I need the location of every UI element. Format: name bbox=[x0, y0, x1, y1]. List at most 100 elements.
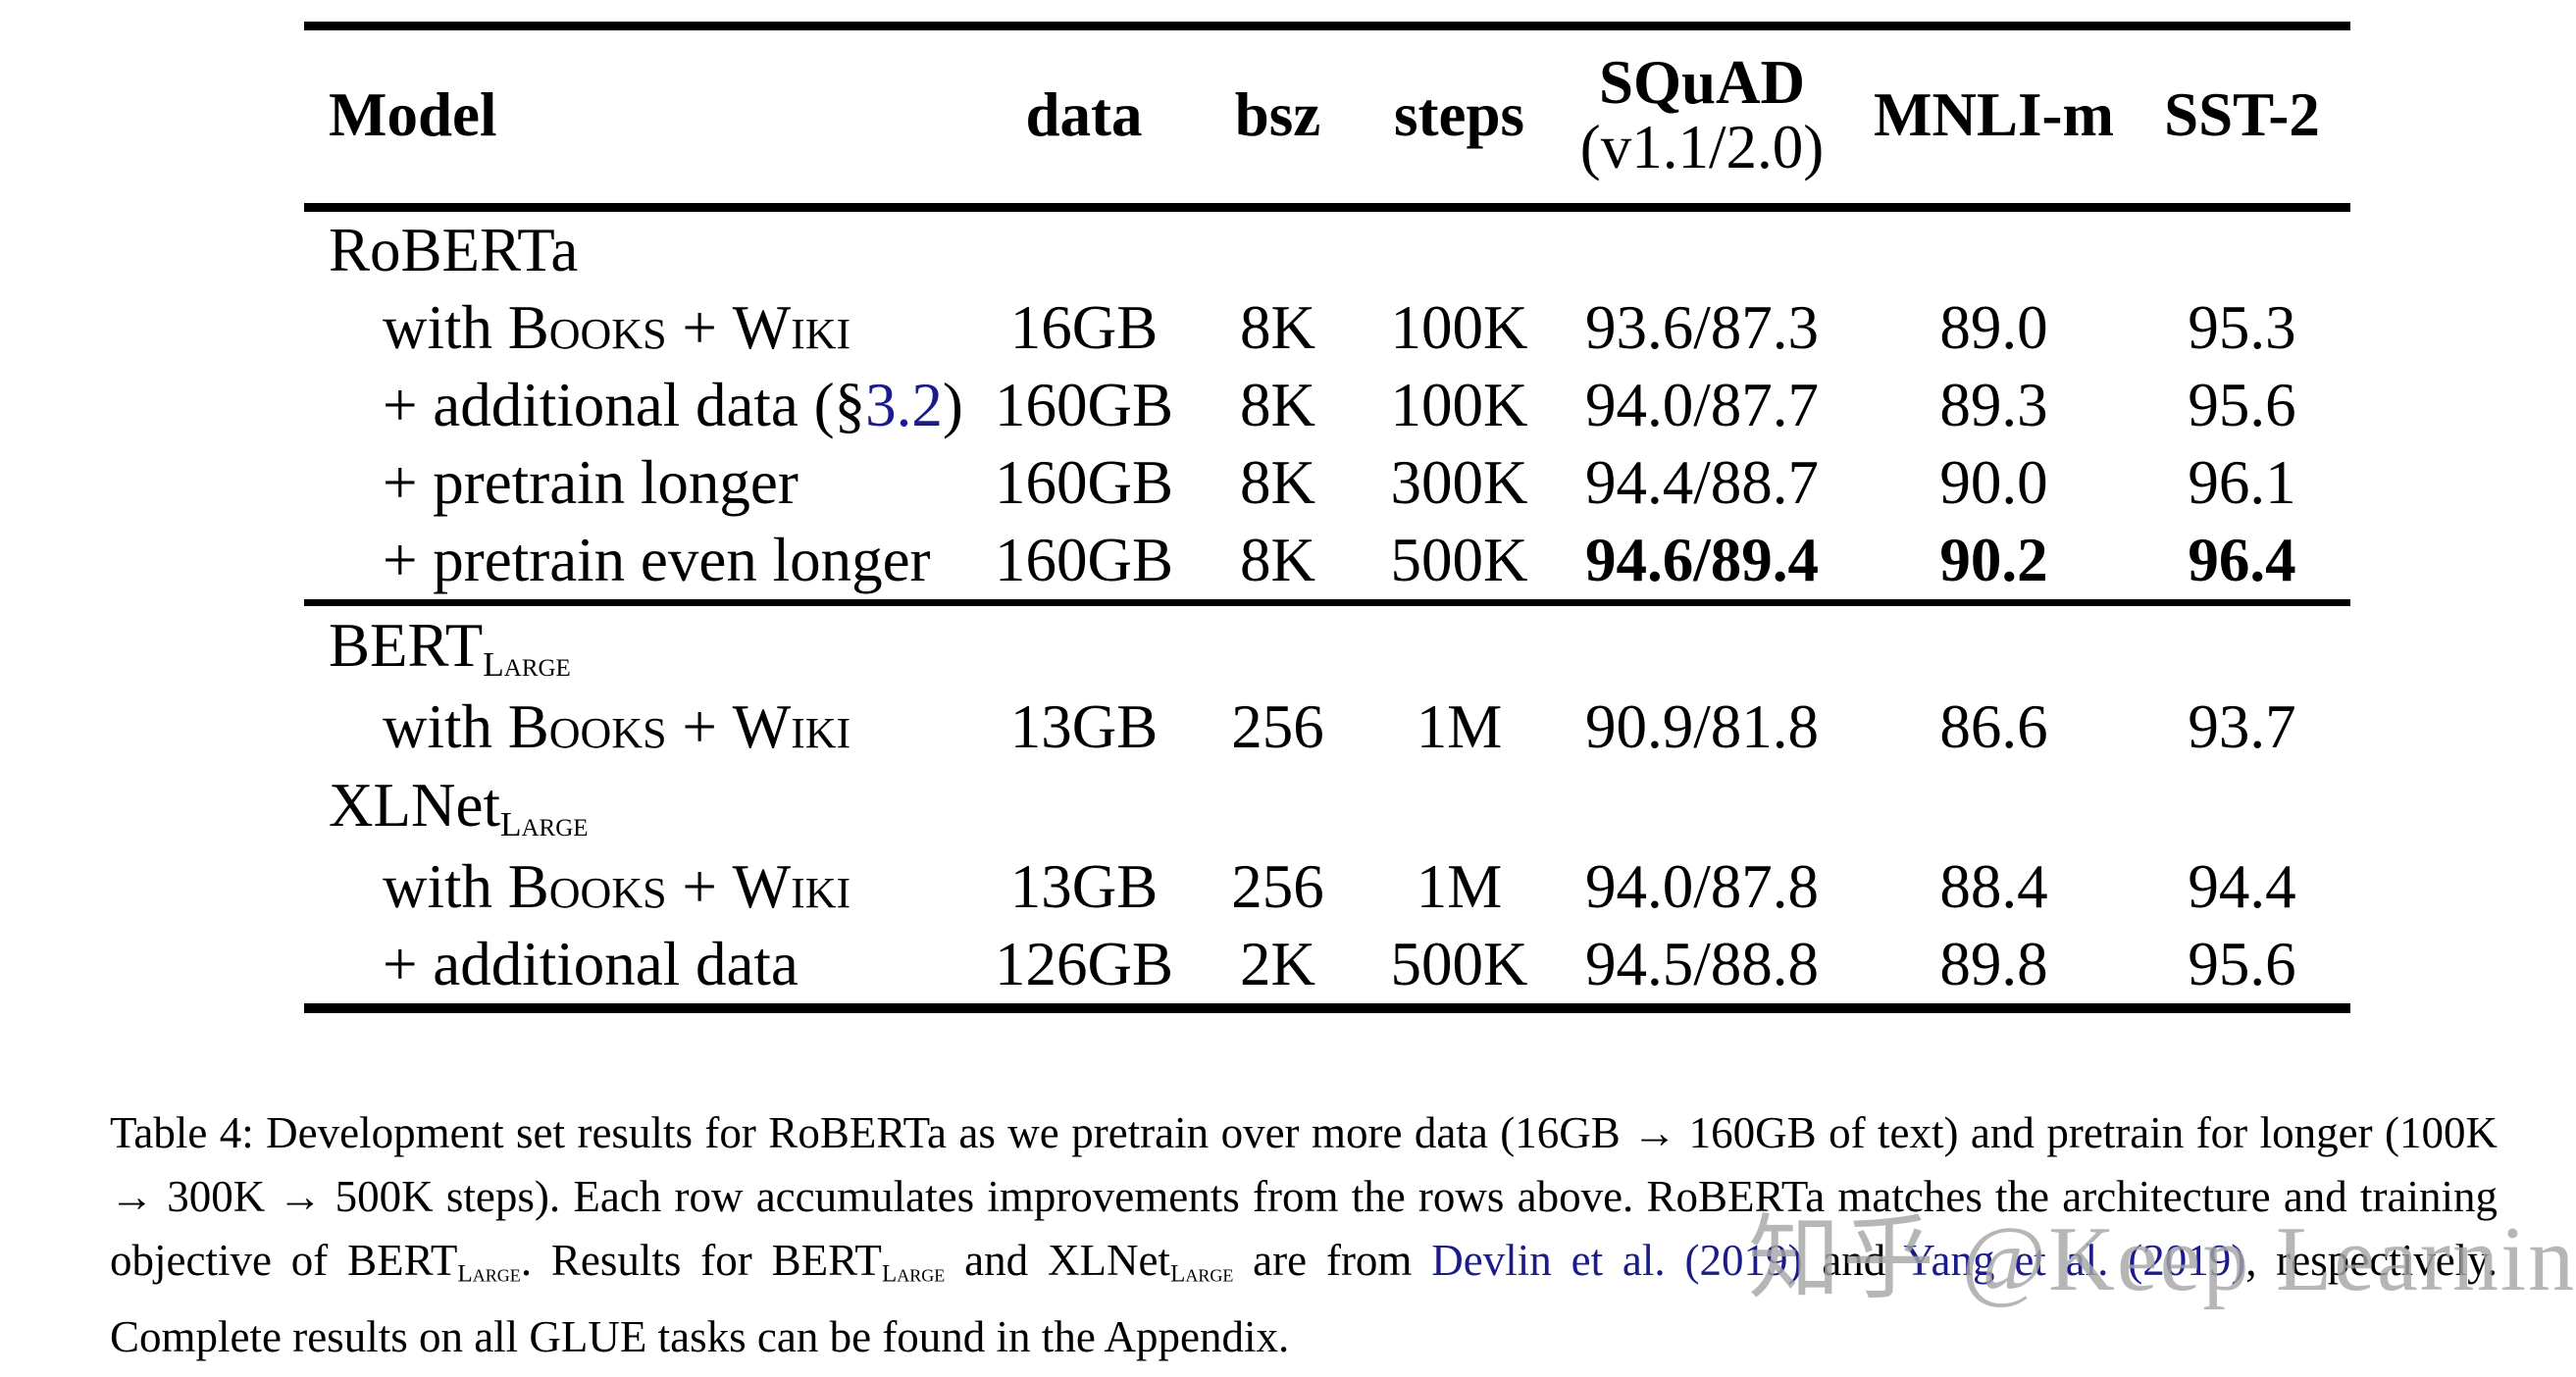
caption-text: and bbox=[1802, 1236, 1904, 1285]
cell-model: with Books + Wiki bbox=[304, 289, 981, 367]
cell-mnli: 89.0 bbox=[1939, 293, 2048, 363]
column-header-steps-label: steps bbox=[1393, 79, 1524, 149]
caption-bert-subscript: Large bbox=[881, 1260, 946, 1288]
cell-data: 126GB bbox=[994, 930, 1174, 999]
group-label-bert-subscript: Large bbox=[483, 644, 571, 684]
column-header-bsz: bsz bbox=[1187, 26, 1368, 208]
cell-squad: 93.6/87.3 bbox=[1584, 293, 1819, 363]
group-label-xlnet-text: XLNet bbox=[329, 770, 500, 840]
cell-steps: 100K bbox=[1390, 293, 1528, 363]
group-label-roberta-text: RoBERTa bbox=[329, 216, 579, 285]
cell-bsz: 8K bbox=[1240, 371, 1315, 440]
column-header-mnli-label: MNLI-m bbox=[1874, 79, 2114, 149]
cell-mnli: 89.8 bbox=[1939, 930, 2048, 999]
table-body: RoBERTa with Books + Wiki 16GB 8K 100K 9… bbox=[304, 208, 2350, 1009]
column-header-steps: steps bbox=[1368, 26, 1550, 208]
group-label-bert-large: BERTLarge bbox=[304, 599, 2350, 688]
row-label-wiki: Wiki bbox=[732, 293, 851, 363]
cell-sst: 94.4 bbox=[2188, 852, 2296, 922]
cell-squad: 94.6/89.4 bbox=[1584, 526, 1819, 595]
cell-data: 160GB bbox=[994, 371, 1174, 440]
link-yang-2019[interactable]: Yang et al. (2019) bbox=[1903, 1236, 2246, 1285]
column-header-bsz-label: bsz bbox=[1234, 79, 1321, 149]
group-label-xlnet-large: XLNetLarge bbox=[304, 766, 2350, 848]
caption-text: are from bbox=[1233, 1236, 1432, 1285]
row-label-text: + additional data bbox=[383, 930, 799, 999]
row-label-plus: + bbox=[666, 692, 733, 762]
caption-bert-subscript: Large bbox=[457, 1260, 521, 1288]
table-row: + pretrain even longer 160GB 8K 500K 94.… bbox=[304, 522, 2350, 603]
cell-model: with Books + Wiki bbox=[304, 848, 981, 926]
cell-bsz: 2K bbox=[1240, 930, 1315, 999]
caption-text: and XLNet bbox=[945, 1236, 1170, 1285]
column-header-model-label: Model bbox=[329, 79, 497, 149]
cell-model: with Books + Wiki bbox=[304, 688, 981, 766]
cell-steps: 1M bbox=[1416, 852, 1503, 922]
column-header-data: data bbox=[981, 26, 1187, 208]
cell-data: 13GB bbox=[1009, 852, 1159, 922]
row-label-plus: + bbox=[666, 852, 733, 922]
cell-bsz: 8K bbox=[1240, 448, 1315, 518]
link-section-3-2[interactable]: 3.2 bbox=[865, 371, 943, 440]
table-row: + pretrain longer 160GB 8K 300K 94.4/88.… bbox=[304, 444, 2350, 522]
row-label-text: + pretrain longer bbox=[383, 448, 799, 518]
table-header: Model data bsz steps SQuAD (v1.1/2.0) MNL… bbox=[304, 26, 2350, 208]
cell-sst: 96.4 bbox=[2188, 526, 2296, 595]
column-header-model: Model bbox=[304, 26, 981, 208]
results-table: Model data bsz steps SQuAD (v1.1/2.0) MNL… bbox=[304, 22, 2350, 1013]
column-header-sst: SST-2 bbox=[2134, 26, 2350, 208]
cell-sst: 95.6 bbox=[2188, 371, 2296, 440]
cell-squad: 90.9/81.8 bbox=[1584, 692, 1819, 762]
link-devlin-2019[interactable]: Devlin et al. (2019) bbox=[1431, 1236, 1803, 1285]
column-header-squad-version: (v1.1/2.0) bbox=[1579, 113, 1825, 181]
column-header-data-label: data bbox=[1025, 79, 1143, 149]
caption-text: , respectively. Complete results on all … bbox=[110, 1236, 2499, 1362]
caption-text: . Results for BERT bbox=[520, 1236, 882, 1285]
cell-bsz: 256 bbox=[1231, 692, 1324, 762]
cell-sst: 95.3 bbox=[2188, 293, 2296, 363]
cell-bsz: 8K bbox=[1240, 293, 1315, 363]
cell-bsz: 8K bbox=[1240, 526, 1315, 595]
group-row-roberta: RoBERTa bbox=[304, 208, 2350, 290]
cell-model: + pretrain longer bbox=[304, 444, 981, 522]
cell-squad: 94.4/88.7 bbox=[1584, 448, 1819, 518]
cell-steps: 300K bbox=[1390, 448, 1528, 518]
row-label-text: + pretrain even longer bbox=[383, 526, 931, 595]
cell-squad: 94.0/87.8 bbox=[1584, 852, 1819, 922]
row-label-text: with bbox=[383, 852, 508, 922]
cell-sst: 96.1 bbox=[2188, 448, 2296, 518]
cell-model: + pretrain even longer bbox=[304, 522, 981, 603]
caption-text: Table 4: Development set results for RoB… bbox=[110, 1108, 2498, 1285]
group-label-roberta: RoBERTa bbox=[304, 208, 2350, 290]
group-row-bert-large: BERTLarge bbox=[304, 599, 2350, 688]
table-row: with Books + Wiki 13GB 256 1M 90.9/81.8 … bbox=[304, 688, 2350, 766]
table-row: with Books + Wiki 13GB 256 1M 94.0/87.8 … bbox=[304, 848, 2350, 926]
group-row-xlnet-large: XLNetLarge bbox=[304, 766, 2350, 848]
cell-steps: 500K bbox=[1390, 526, 1528, 595]
column-header-mnli: MNLI-m bbox=[1854, 26, 2134, 208]
cell-steps: 500K bbox=[1390, 930, 1528, 999]
cell-sst: 93.7 bbox=[2188, 692, 2296, 762]
row-label-books: Books bbox=[507, 692, 667, 762]
cell-sst: 95.6 bbox=[2188, 930, 2296, 999]
cell-mnli: 88.4 bbox=[1939, 852, 2048, 922]
cell-squad: 94.0/87.7 bbox=[1584, 371, 1819, 440]
group-label-bert-text: BERT bbox=[329, 610, 484, 680]
cell-model: + additional data (§3.2) bbox=[304, 367, 981, 444]
table-caption: Table 4: Development set results for RoB… bbox=[110, 1101, 2498, 1369]
table-row: + additional data (§3.2) 160GB 8K 100K 9… bbox=[304, 367, 2350, 444]
cell-data: 160GB bbox=[994, 526, 1174, 595]
cell-squad: 94.5/88.8 bbox=[1584, 930, 1819, 999]
cell-mnli: 90.2 bbox=[1939, 526, 2048, 595]
row-label-text: with bbox=[383, 692, 508, 762]
row-label-books: Books bbox=[507, 293, 667, 363]
cell-mnli: 90.0 bbox=[1939, 448, 2048, 518]
row-label-wiki: Wiki bbox=[732, 692, 851, 762]
cell-steps: 100K bbox=[1390, 371, 1528, 440]
row-label-close-paren: ) bbox=[942, 371, 963, 440]
cell-steps: 1M bbox=[1416, 692, 1503, 762]
cell-bsz: 256 bbox=[1231, 852, 1324, 922]
caption-xlnet-subscript: Large bbox=[1169, 1260, 1234, 1288]
row-label-wiki: Wiki bbox=[732, 852, 851, 922]
column-header-sst-label: SST-2 bbox=[2164, 79, 2320, 149]
